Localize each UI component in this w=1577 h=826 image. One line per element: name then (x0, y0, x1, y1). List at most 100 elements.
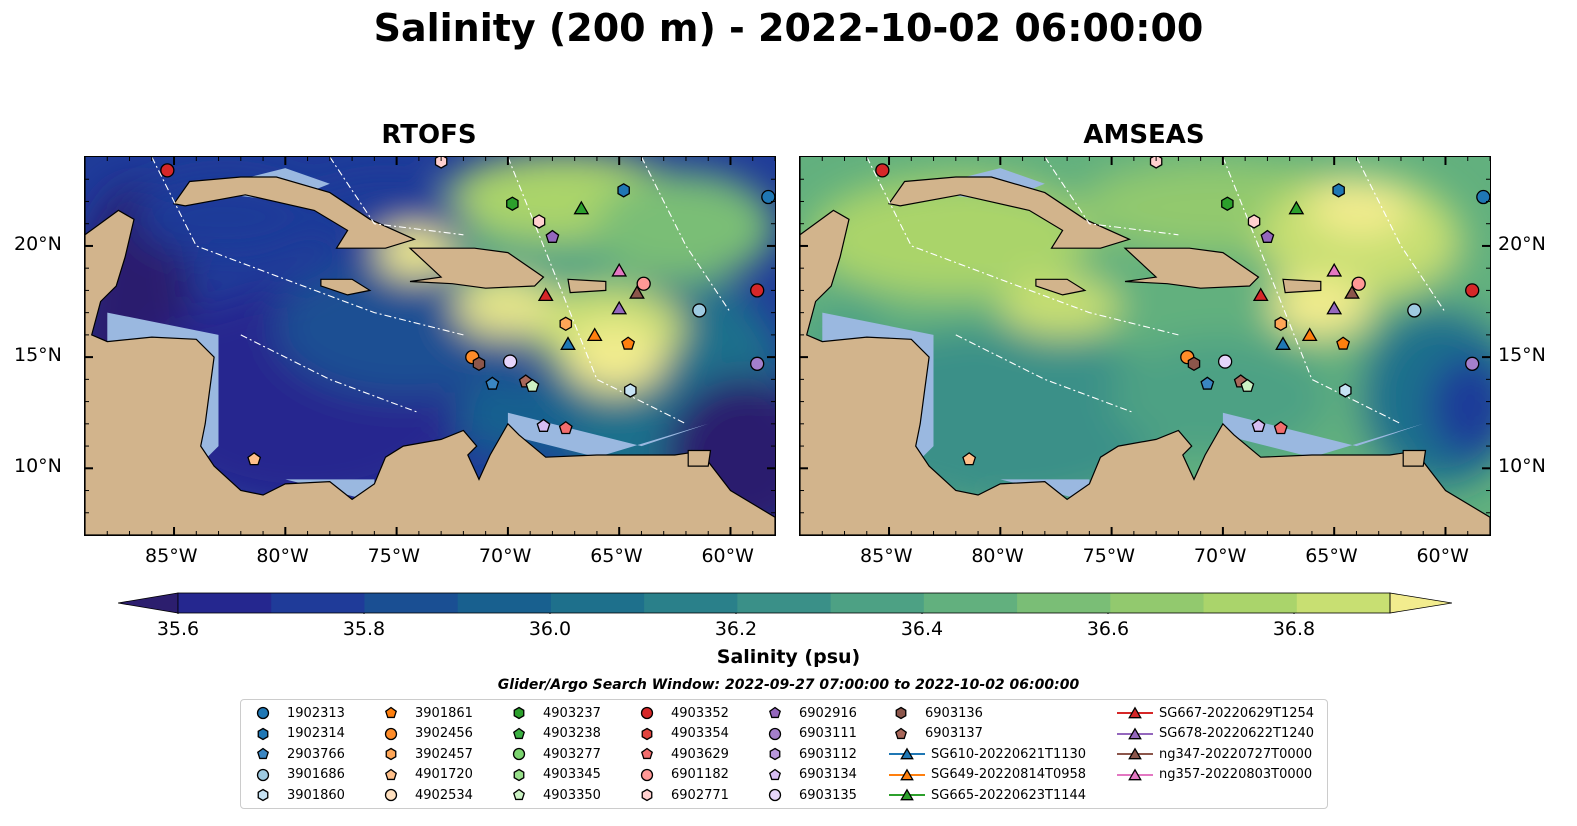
marker-3901861 (621, 336, 636, 350)
eez-boundary (329, 157, 464, 236)
lon-tick-label: 85°W (145, 545, 198, 567)
marker-SG678-20220622T1240 (611, 300, 628, 315)
marker-SG649-20220814T0958 (586, 327, 603, 342)
legend-symbol (257, 727, 269, 740)
figure-title: Salinity (200 m) - 2022-10-02 06:00:00 (373, 6, 1204, 50)
legend-label: 4903238 (543, 726, 601, 741)
legend-entry: SG610-20220621T1130 (889, 745, 1086, 763)
marker-3901860 (1339, 383, 1352, 398)
salinity-patch (1000, 277, 1120, 337)
legend-entry: 6903111 (763, 725, 857, 743)
legend-label: 3901860 (287, 787, 345, 803)
legend-entry: 1902313 (251, 704, 345, 722)
lon-tick-label: 60°W (701, 545, 754, 567)
lon-tick-label: 65°W (1305, 545, 1358, 567)
legend-marker-hexagon-icon (641, 727, 653, 740)
colorbar-segment (737, 593, 832, 613)
legend-entry: 4903629 (635, 745, 729, 763)
lat-tick-label-left: 10°N (14, 455, 62, 478)
legend-label: 4903237 (543, 705, 601, 721)
legend-symbol (1128, 706, 1142, 719)
landmass-jam (320, 278, 372, 296)
legend-marker-circle-icon (768, 788, 782, 802)
legend-marker-hexagon-icon (513, 706, 525, 720)
legend-label: 4903345 (543, 767, 601, 782)
colorbar-tick-label: 36.4 (900, 618, 944, 640)
legend-entry: 3901860 (251, 786, 345, 804)
legend-label: 6903134 (799, 767, 857, 782)
marker-6902916 (1260, 229, 1275, 243)
colorbar-segment (1017, 593, 1111, 613)
legend-entry: 6901182 (635, 766, 729, 784)
colorbar-segment (830, 593, 925, 613)
landmass-pr (567, 278, 607, 294)
eez-boundary (240, 334, 420, 414)
legend-label: 6902916 (799, 705, 857, 721)
legend-entry: 6903134 (763, 766, 857, 784)
legend-marker-circle-icon (768, 727, 782, 740)
legend-entry: SG678-20220622T1240 (1117, 725, 1314, 743)
legend-marker-hexagon-icon (257, 727, 269, 740)
legend-symbol (900, 788, 914, 801)
legend-symbol (385, 768, 397, 780)
legend-entry: ng357-20220803T0000 (1117, 766, 1312, 784)
legend-symbol (640, 768, 654, 781)
legend-entry: 4903238 (507, 725, 601, 743)
legend-label: 6903136 (925, 705, 983, 721)
colorbar-extend-high (1389, 592, 1452, 614)
legend-marker-triangle-icon (889, 788, 925, 801)
shallow-shelf (507, 412, 709, 458)
legend-entry: 6903137 (889, 725, 983, 743)
marker-4903237 (1221, 196, 1234, 211)
legend-label: 3901861 (415, 705, 473, 721)
colorbar-segment (364, 593, 459, 613)
eez-boundary (151, 157, 464, 336)
legend-entry: 6902771 (635, 786, 729, 804)
legend-label: 4903354 (671, 726, 729, 741)
legend-label: 3901686 (287, 767, 345, 782)
legend-marker-pentagon-icon (385, 768, 397, 780)
marker-ng357-20220803T0000 (611, 262, 628, 277)
marker-6901182 (1351, 276, 1366, 291)
legend-label: 6903135 (799, 787, 857, 803)
eez-boundary (866, 157, 1179, 336)
legend-marker-pentagon-icon (385, 706, 397, 719)
legend-label: 4901720 (415, 767, 473, 782)
lon-tick-label: 75°W (367, 545, 421, 567)
legend-label: ng357-20220803T0000 (1159, 767, 1313, 782)
marker-6902771 (1149, 157, 1163, 169)
legend-marker-hexagon-icon (513, 768, 525, 781)
legend-symbol (513, 788, 525, 801)
marker-6903136 (1187, 356, 1201, 372)
map-rtofs (84, 156, 776, 536)
legend-marker-triangle-icon (1117, 726, 1153, 739)
marker-6903134 (1251, 418, 1266, 432)
marker-4903352 (750, 283, 765, 298)
lon-tick-label: 65°W (590, 545, 643, 567)
marker-4901720 (247, 452, 262, 466)
marker-6903134 (536, 418, 551, 432)
marker-4903350 (525, 378, 540, 392)
legend-symbol (900, 767, 914, 780)
legend-entry: 3902457 (379, 745, 473, 763)
marker-ng347-20220727T0000 (629, 285, 645, 299)
legend-entry: 6902916 (763, 704, 857, 722)
legend-label: 6903137 (925, 726, 983, 741)
legend-entry: 4903352 (635, 704, 729, 722)
legend-symbol (512, 747, 526, 761)
marker-4903629 (1273, 420, 1288, 435)
colorbar-segment (923, 593, 1018, 613)
legend-entry: 4903350 (507, 786, 601, 804)
marker-1902314 (1332, 183, 1345, 198)
legend-symbol (513, 727, 525, 739)
colorbar-tick-label: 35.8 (342, 618, 386, 640)
colorbar-segment (644, 593, 738, 613)
legend-marker-triangle-icon (1117, 706, 1153, 719)
legend-entry: 4903277 (507, 745, 601, 763)
eez-boundary (1356, 157, 1446, 313)
legend-label: SG678-20220622T1240 (1159, 726, 1315, 741)
legend-label: 6903111 (799, 726, 857, 741)
legend-label: SG649-20220814T0958 (931, 767, 1087, 782)
landmass-pr (1282, 278, 1322, 294)
colorbar-segment (1203, 593, 1298, 613)
